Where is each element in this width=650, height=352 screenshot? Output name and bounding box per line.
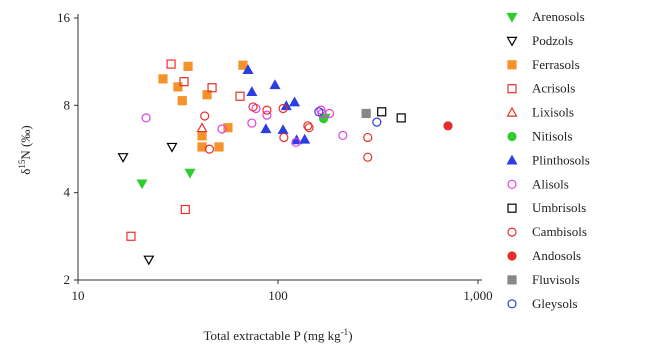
point: [269, 79, 281, 90]
y-tick-label: 8: [64, 97, 71, 112]
legend-label: Arenosols: [532, 9, 585, 24]
point: [262, 110, 272, 120]
legend-label: Acrisols: [532, 81, 575, 96]
legend-marker: [507, 227, 517, 237]
x-tick-label: 10: [72, 288, 85, 303]
point: [177, 96, 187, 106]
legend-label: Umbrisols: [532, 200, 586, 215]
legend-label: Nitisols: [532, 129, 572, 144]
point: [363, 132, 373, 143]
point: [279, 132, 289, 143]
legend-label: Andosols: [532, 248, 581, 263]
point: [242, 64, 254, 74]
point: [197, 142, 207, 152]
legend-label: Fluvisols: [532, 272, 580, 287]
point: [184, 168, 196, 179]
point: [260, 123, 272, 134]
point: [318, 114, 329, 124]
legend-marker: [506, 106, 518, 117]
point: [324, 108, 335, 119]
point: [304, 123, 314, 133]
point: [183, 61, 193, 71]
legend-label: Cambisols: [532, 224, 587, 239]
point: [202, 90, 212, 100]
point: [217, 124, 227, 134]
legend-marker: [507, 299, 517, 309]
point: [277, 124, 289, 135]
point: [396, 113, 406, 123]
point: [141, 113, 151, 123]
point: [166, 142, 178, 153]
y-tick-label: 4: [64, 185, 71, 200]
point: [223, 123, 233, 133]
point: [289, 96, 301, 107]
legend-marker: [507, 251, 517, 261]
legend-label: Plinthosols: [532, 152, 590, 167]
point: [262, 105, 272, 115]
legend-marker: [506, 12, 518, 23]
point: [377, 107, 387, 117]
point: [278, 103, 288, 114]
point: [246, 86, 258, 97]
legend-marker: [507, 179, 517, 189]
point: [248, 102, 258, 112]
point: [179, 77, 189, 87]
point: [361, 108, 371, 119]
point: [314, 107, 324, 117]
legend-label: Podzols: [532, 33, 573, 48]
point: [299, 133, 311, 144]
point: [126, 231, 136, 241]
point: [235, 91, 245, 101]
point: [143, 255, 155, 266]
point: [197, 131, 207, 141]
point: [173, 82, 183, 92]
y-axis-label: δ15N (‰): [17, 125, 33, 174]
point: [372, 117, 382, 127]
point: [200, 111, 210, 121]
x-tick-label: 100: [268, 288, 288, 303]
point: [303, 121, 313, 131]
legend-marker: [507, 131, 517, 142]
point: [196, 122, 208, 133]
point: [136, 179, 148, 190]
legend-marker: [506, 36, 518, 47]
legend-marker: [507, 60, 517, 70]
y-tick-label: 2: [64, 272, 71, 287]
point: [166, 59, 176, 69]
legend-marker: [507, 203, 517, 213]
point: [363, 152, 373, 162]
point: [443, 121, 453, 131]
point: [247, 118, 257, 128]
legend-label: Lixisols: [532, 105, 574, 120]
point: [204, 144, 215, 154]
x-tick-label: 1,000: [463, 288, 492, 303]
point: [338, 130, 348, 141]
legend-label: Alisols: [532, 176, 569, 191]
legend-marker: [506, 154, 518, 165]
point: [214, 142, 224, 152]
point: [180, 204, 190, 215]
point: [117, 153, 129, 163]
x-axis-label: Total extractable P (mg kg-1): [203, 327, 352, 343]
y-tick-label: 16: [57, 10, 71, 25]
legend-label: Gleysols: [532, 296, 578, 311]
legend-marker: [507, 84, 517, 94]
legend-label: Ferrasols: [532, 57, 580, 72]
point: [207, 83, 217, 93]
legend-marker: [507, 275, 517, 285]
point: [291, 137, 301, 148]
point: [238, 60, 248, 70]
point: [158, 74, 168, 84]
